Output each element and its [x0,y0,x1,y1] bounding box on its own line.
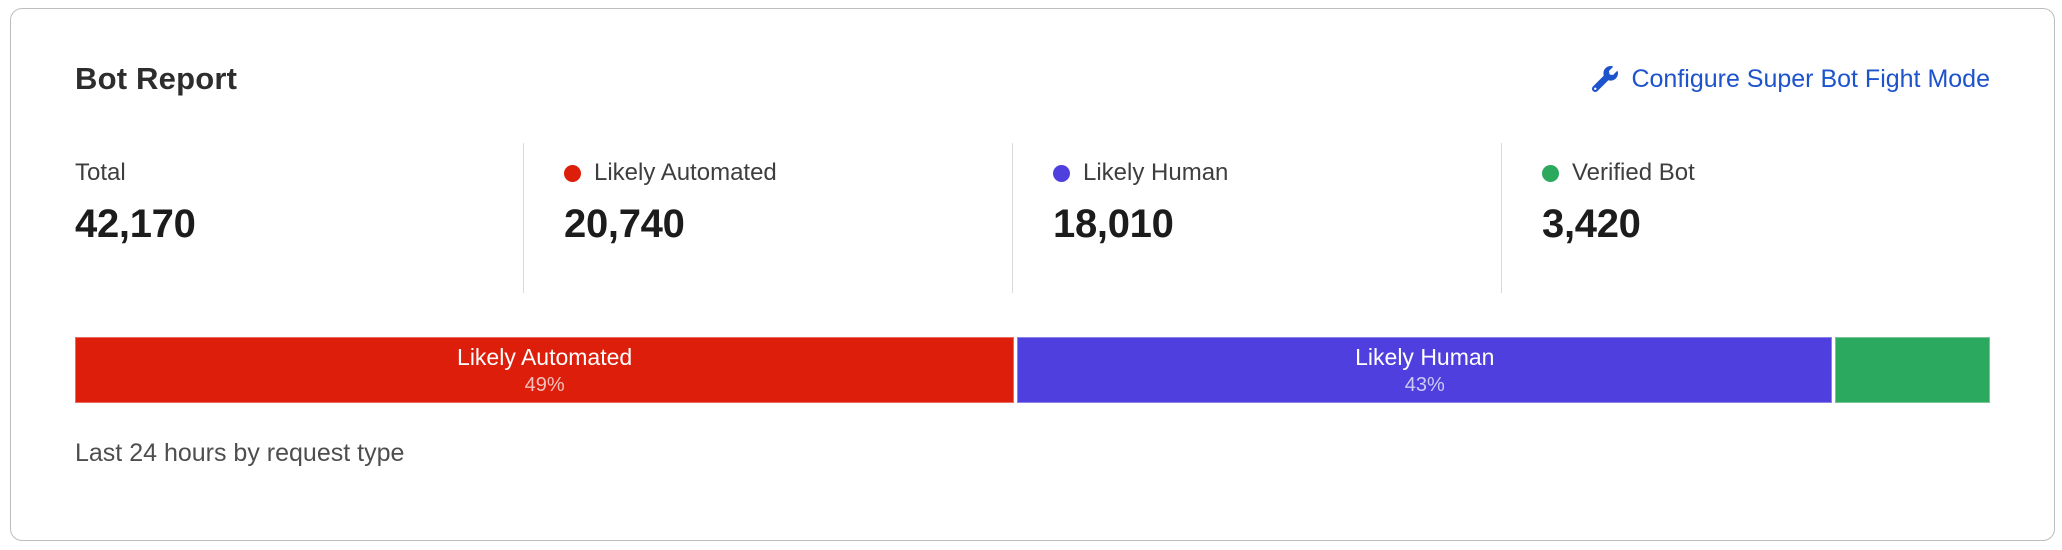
stats-row: Total 42,170 Likely Automated 20,740 Lik… [75,143,1990,293]
stat-label: Verified Bot [1572,159,1695,186]
stat-value: 18,010 [1053,202,1174,246]
stat-label: Likely Human [1083,159,1229,186]
stat-value: 20,740 [564,202,685,246]
stat-value: 42,170 [75,202,196,246]
bar-segment-label: Likely Human [1355,343,1495,370]
stat-label-row: Likely Automated [564,159,1012,187]
stat-label-row: Verified Bot [1542,159,1990,187]
bar-segment-label: Likely Automated [457,343,633,370]
stat-label: Likely Automated [594,159,777,186]
stat-total: Total 42,170 [75,143,523,293]
bar-segment-percent: 49% [524,374,565,397]
page-title: Bot Report [75,61,238,96]
stacked-bar: Likely Automated 49% Likely Human 43% [75,337,1990,403]
stat-likely-human: Likely Human 18,010 [1012,143,1501,293]
wrench-icon [1592,66,1619,92]
configure-super-bot-fight-mode-link[interactable]: Configure Super Bot Fight Mode [1592,65,1990,94]
legend-dot-verified-bot [1542,164,1559,182]
stat-verified-bot: Verified Bot 3,420 [1501,143,1990,293]
bar-segment-likely-human: Likely Human 43% [1017,337,1833,403]
legend-dot-likely-human [1053,164,1070,182]
bar-segment-percent: 43% [1404,374,1445,397]
stat-label-row: Total [75,159,523,187]
bar-segment-likely-automated: Likely Automated 49% [75,337,1015,403]
stat-value: 3,420 [1542,202,1641,246]
bot-report-card: Bot Report Configure Super Bot Fight Mod… [10,8,2055,541]
stat-label-row: Likely Human [1053,159,1501,187]
legend-dot-likely-automated [564,164,581,182]
stat-likely-automated: Likely Automated 20,740 [523,143,1012,293]
bar-segment-verified-bot [1835,337,1990,403]
time-range-caption: Last 24 hours by request type [75,439,405,467]
stat-label: Total [75,159,126,186]
card-header: Bot Report Configure Super Bot Fight Mod… [75,61,1990,97]
configure-link-label: Configure Super Bot Fight Mode [1631,64,1990,93]
